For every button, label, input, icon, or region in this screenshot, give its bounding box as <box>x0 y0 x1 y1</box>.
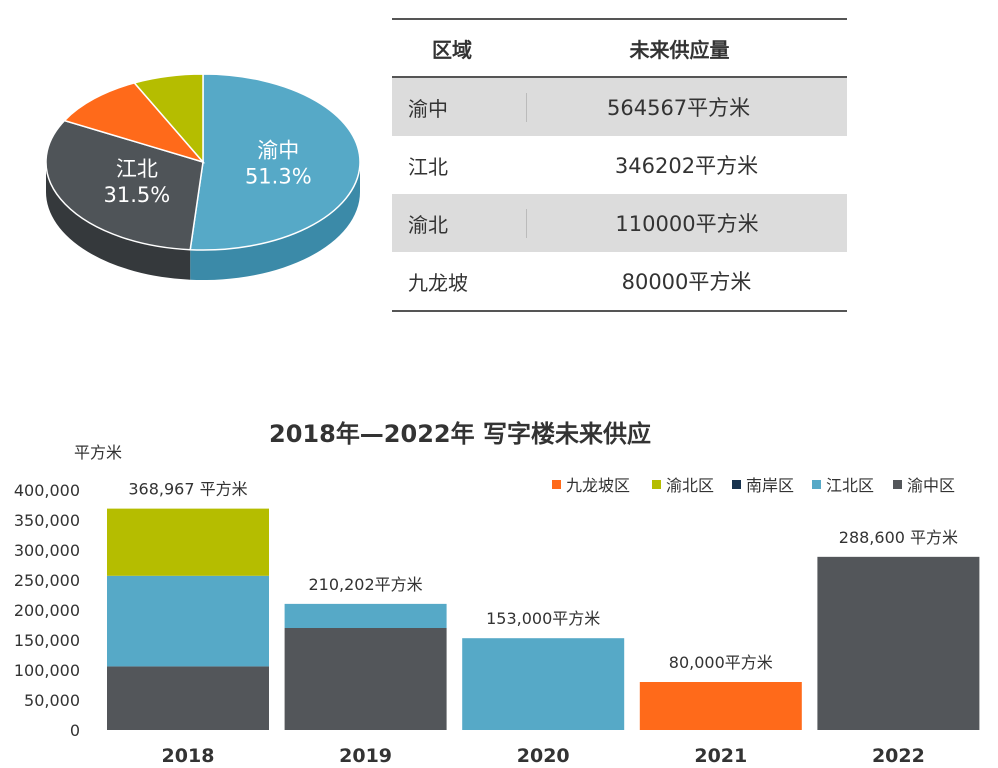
legend-label: 九龙坡区 <box>566 476 630 495</box>
pie-value-渝中: 51.3% <box>245 165 312 189</box>
x-tick-label: 2019 <box>339 745 392 767</box>
y-tick-label: 100,000 <box>14 661 80 680</box>
legend-swatch <box>652 480 661 489</box>
pie-side-渝中 <box>190 162 360 280</box>
x-tick-label: 2021 <box>694 745 747 767</box>
bar-segment-2022-渝中区 <box>817 556 980 730</box>
table-row: 江北 346202平方米 <box>392 136 847 194</box>
cell-region: 九龙坡 <box>408 270 468 295</box>
table-top-rule <box>392 18 847 20</box>
pie-slice-渝北 <box>133 73 204 165</box>
bar-segment-2020-江北区 <box>462 638 625 730</box>
legend-label: 江北区 <box>826 476 874 495</box>
cell-region: 渝中 <box>392 92 527 122</box>
x-tick-label: 2020 <box>517 745 570 767</box>
cell-region: 渝北 <box>392 208 527 238</box>
header-supply: 未来供应量 <box>629 37 730 62</box>
table-row: 渝中 564567平方米 <box>392 78 847 136</box>
bar-total-label: 210,202平方米 <box>309 575 423 594</box>
y-tick-label: 150,000 <box>14 631 80 650</box>
bar-segment-2018-渝中区 <box>107 666 269 730</box>
header-region: 区域 <box>432 37 472 62</box>
legend-label: 渝中区 <box>907 476 955 495</box>
bar-segment-2021-九龙坡区 <box>639 682 802 730</box>
supply-table: 区域 未来供应量 渝中 564567平方米 江北 346202平方米 渝北 11… <box>392 18 847 312</box>
y-tick-label: 200,000 <box>14 601 80 620</box>
table-row: 渝北 110000平方米 <box>392 194 847 252</box>
pie-slice-渝中 <box>189 73 361 251</box>
chart-title: 2018年—2022年 写字楼未来供应 <box>269 420 651 448</box>
legend-swatch <box>732 480 741 489</box>
pie-side-江北 <box>46 162 191 280</box>
table-bottom-rule <box>392 310 847 312</box>
pie-label-江北: 江北 <box>116 157 158 181</box>
bar-total-label: 153,000平方米 <box>486 609 600 628</box>
legend-swatch <box>812 480 821 489</box>
cell-region: 江北 <box>408 154 448 179</box>
cell-supply: 346202平方米 <box>614 154 759 178</box>
pie-slice-九龙坡 <box>63 82 206 164</box>
cell-supply: 80000平方米 <box>621 270 752 294</box>
bar-segment-2018-江北区 <box>107 575 269 667</box>
y-tick-label: 50,000 <box>24 691 80 710</box>
y-tick-label: 250,000 <box>14 571 80 590</box>
bar-total-label: 80,000平方米 <box>669 653 773 672</box>
x-tick-label: 2022 <box>872 745 925 767</box>
cell-supply: 564567平方米 <box>607 96 751 120</box>
y-tick-label: 350,000 <box>14 511 80 530</box>
y-tick-label: 300,000 <box>14 541 80 560</box>
pie-value-江北: 31.5% <box>103 183 170 207</box>
y-axis-label: 平方米 <box>74 443 122 462</box>
bar-total-label: 368,967 平方米 <box>128 480 247 499</box>
legend-label: 渝北区 <box>666 476 714 495</box>
legend: 九龙坡区 渝北区 南岸区 江北区 渝中区 <box>552 476 955 495</box>
bar-total-label: 288,600 平方米 <box>839 528 958 547</box>
bar-segment-2019-渝中区 <box>284 628 447 730</box>
y-tick-label: 0 <box>70 721 80 740</box>
pie-slice-江北 <box>45 119 204 251</box>
legend-swatch <box>552 480 561 489</box>
x-tick-label: 2018 <box>162 745 215 767</box>
bar-segment-2019-江北区 <box>284 603 447 628</box>
table-header: 区域 未来供应量 <box>392 20 847 78</box>
legend-swatch <box>893 480 902 489</box>
bar-segment-2018-渝北区 <box>107 508 269 576</box>
pie-label-渝中: 渝中 <box>257 139 299 163</box>
table-row: 九龙坡 80000平方米 <box>392 252 847 310</box>
y-tick-label: 400,000 <box>14 481 80 500</box>
legend-label: 南岸区 <box>746 476 794 495</box>
cell-supply: 110000平方米 <box>615 212 759 236</box>
